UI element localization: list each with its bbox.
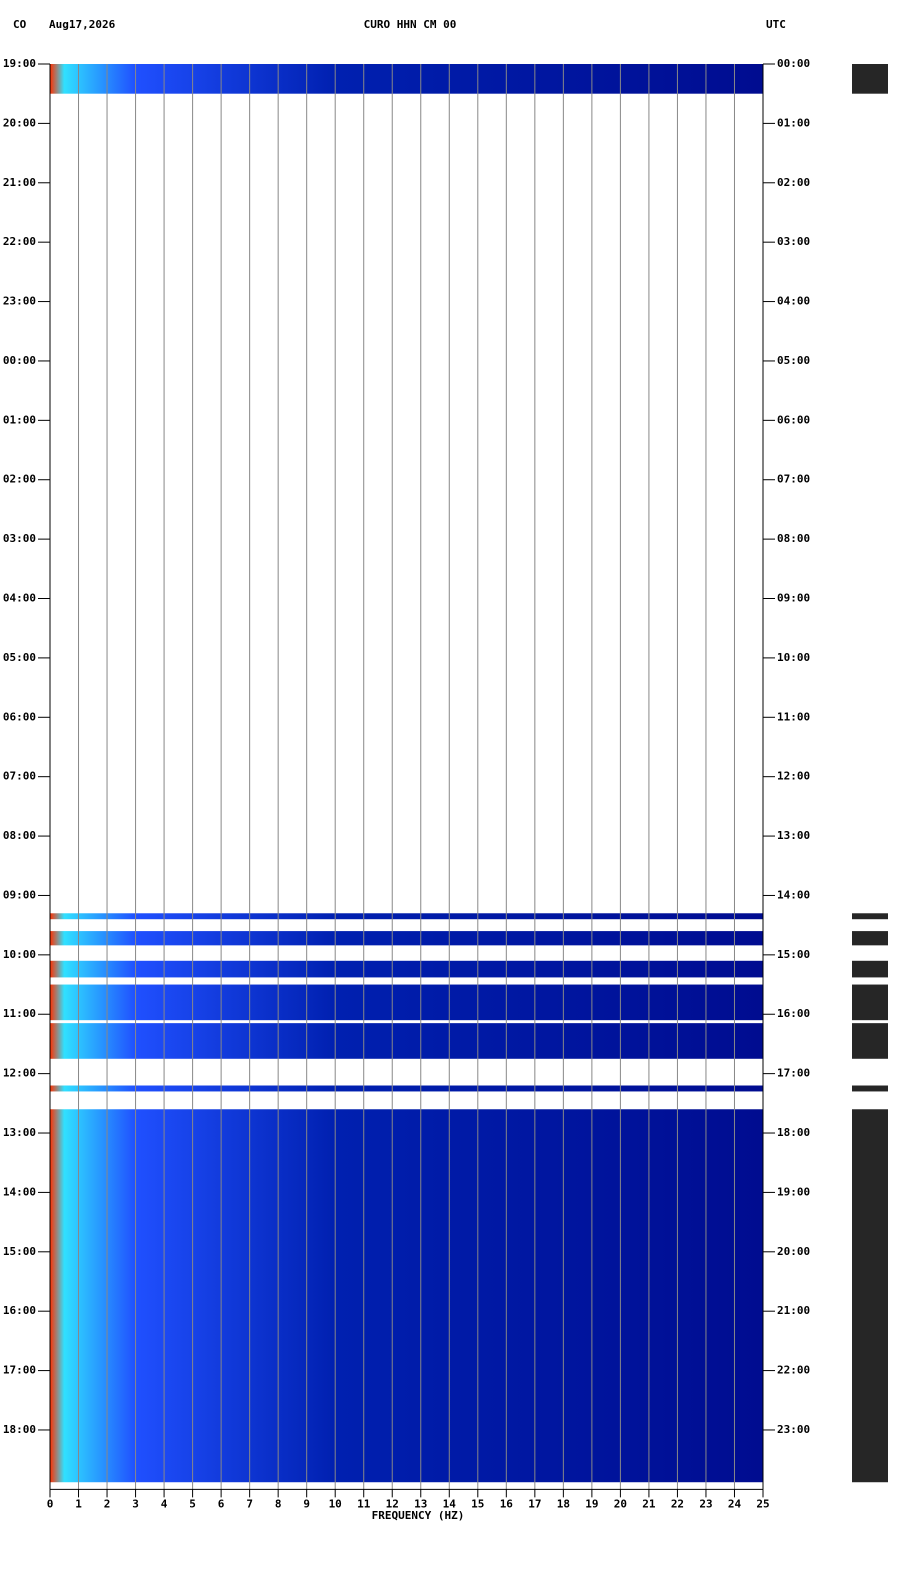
y-tick-label: 04:00 <box>3 592 36 605</box>
y2-tick-label: 23:00 <box>777 1423 810 1436</box>
x-tick-label: 10 <box>329 1497 342 1510</box>
waveform-segment <box>852 1023 888 1059</box>
y-tick-label: 16:00 <box>3 1304 36 1317</box>
x-tick-label: 0 <box>47 1497 54 1510</box>
x-tick-label: 15 <box>471 1497 484 1510</box>
x-tick-label: 1 <box>75 1497 82 1510</box>
x-tick-label: 20 <box>614 1497 627 1510</box>
y-tick-label: 15:00 <box>3 1245 36 1258</box>
spectrogram-segment <box>50 1109 763 1483</box>
y-tick-label: 21:00 <box>3 176 36 189</box>
y2-tick-label: 14:00 <box>777 888 810 901</box>
y2-tick-label: 00:00 <box>777 57 810 70</box>
x-tick-label: 25 <box>756 1497 769 1510</box>
x-tick-label: 24 <box>728 1497 742 1510</box>
x-tick-label: 7 <box>246 1497 253 1510</box>
y-tick-label: 09:00 <box>3 888 36 901</box>
y2-tick-label: 07:00 <box>777 473 810 486</box>
y2-tick-label: 17:00 <box>777 1067 810 1080</box>
y2-tick-label: 10:00 <box>777 651 810 664</box>
x-tick-label: 13 <box>414 1497 427 1510</box>
x-tick-label: 9 <box>303 1497 310 1510</box>
y2-tick-label: 09:00 <box>777 592 810 605</box>
x-tick-label: 16 <box>500 1497 514 1510</box>
y-tick-label: 23:00 <box>3 295 36 308</box>
spectrogram-segment <box>50 984 763 1021</box>
y2-tick-label: 05:00 <box>777 354 810 367</box>
waveform-segment <box>852 64 888 94</box>
y2-tick-label: 11:00 <box>777 710 810 723</box>
x-tick-label: 17 <box>528 1497 541 1510</box>
y-tick-label: 19:00 <box>3 57 36 70</box>
y-tick-label: 02:00 <box>3 473 36 486</box>
waveform-segment <box>852 931 888 946</box>
y2-tick-label: 13:00 <box>777 829 810 842</box>
spectrogram-segment <box>50 913 763 920</box>
y2-tick-label: 08:00 <box>777 532 810 545</box>
y-tick-label: 20:00 <box>3 116 36 129</box>
spectrogram-segment <box>50 960 763 978</box>
y-tick-label: 11:00 <box>3 1007 36 1020</box>
x-tick-label: 22 <box>671 1497 684 1510</box>
y2-tick-label: 19:00 <box>777 1185 810 1198</box>
y-tick-label: 06:00 <box>3 710 36 723</box>
x-tick-label: 21 <box>642 1497 656 1510</box>
y2-tick-label: 21:00 <box>777 1304 810 1317</box>
spectrogram-segment <box>50 931 763 946</box>
x-tick-label: 23 <box>699 1497 712 1510</box>
y-tick-label: 17:00 <box>3 1364 36 1377</box>
y-tick-label: 22:00 <box>3 235 36 248</box>
waveform-segment <box>852 913 888 920</box>
y-tick-label: 13:00 <box>3 1126 36 1139</box>
spectrogram-segment <box>50 1023 763 1059</box>
y2-tick-label: 20:00 <box>777 1245 810 1258</box>
y-tick-label: 01:00 <box>3 413 36 426</box>
timezone: UTC <box>766 18 786 31</box>
x-tick-label: 14 <box>443 1497 457 1510</box>
y-tick-label: 00:00 <box>3 354 36 367</box>
x-tick-label: 8 <box>275 1497 282 1510</box>
y2-tick-label: 01:00 <box>777 116 810 129</box>
y2-tick-label: 12:00 <box>777 770 810 783</box>
x-tick-label: 3 <box>132 1497 139 1510</box>
x-tick-label: 12 <box>386 1497 399 1510</box>
waveform-segment <box>852 984 888 1021</box>
x-tick-label: 6 <box>218 1497 225 1510</box>
date: Aug17,2026 <box>49 18 116 31</box>
y-tick-label: 14:00 <box>3 1185 36 1198</box>
waveform-segment <box>852 1085 888 1092</box>
y-tick-label: 18:00 <box>3 1423 36 1436</box>
x-tick-label: 18 <box>557 1497 570 1510</box>
waveform-segment <box>852 1109 888 1483</box>
y-tick-label: 12:00 <box>3 1067 36 1080</box>
y2-tick-label: 04:00 <box>777 295 810 308</box>
y-tick-label: 08:00 <box>3 829 36 842</box>
x-tick-label: 2 <box>104 1497 111 1510</box>
spectrogram-segment <box>50 64 763 94</box>
y2-tick-label: 15:00 <box>777 948 810 961</box>
y2-tick-label: 02:00 <box>777 176 810 189</box>
y2-tick-label: 18:00 <box>777 1126 810 1139</box>
waveform-segment <box>852 960 888 978</box>
x-tick-label: 11 <box>357 1497 371 1510</box>
y-tick-label: 10:00 <box>3 948 36 961</box>
x-tick-label: 19 <box>585 1497 598 1510</box>
chart-title: CURO HHN CM 00 <box>364 18 457 31</box>
x-axis-label: FREQUENCY (HZ) <box>372 1509 465 1522</box>
y-tick-label: 03:00 <box>3 532 36 545</box>
y-tick-label: 07:00 <box>3 770 36 783</box>
x-tick-label: 4 <box>161 1497 168 1510</box>
network: CO <box>13 18 27 31</box>
spectrogram-segment <box>50 1085 763 1092</box>
y2-tick-label: 16:00 <box>777 1007 810 1020</box>
y2-tick-label: 03:00 <box>777 235 810 248</box>
y-tick-label: 05:00 <box>3 651 36 664</box>
y2-tick-label: 22:00 <box>777 1364 810 1377</box>
x-tick-label: 5 <box>189 1497 196 1510</box>
y2-tick-label: 06:00 <box>777 413 810 426</box>
